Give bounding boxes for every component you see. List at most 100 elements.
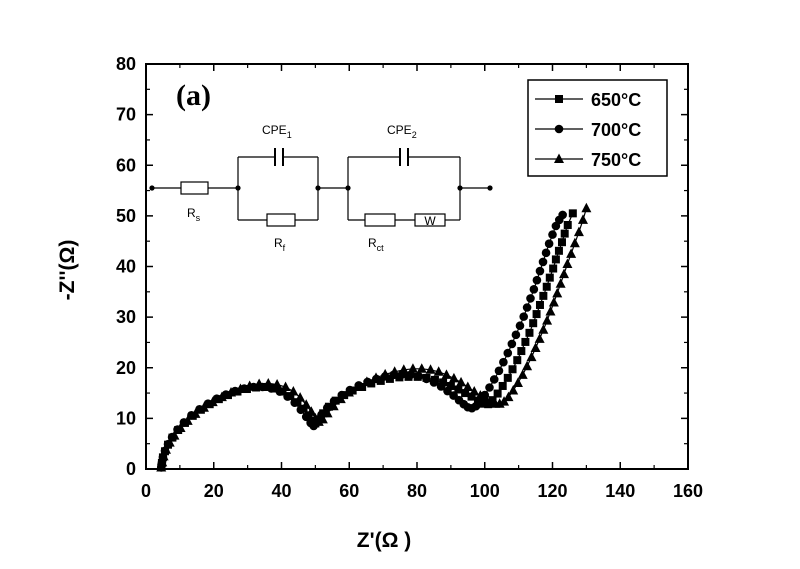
- data-point: [475, 390, 486, 400]
- legend-marker: [554, 153, 564, 163]
- data-point: [322, 407, 333, 418]
- data-point: [467, 392, 476, 401]
- circuit-label-rs: Rs: [187, 206, 201, 223]
- data-point: [548, 296, 559, 307]
- data-point: [517, 347, 526, 356]
- x-tick-label: 20: [204, 481, 224, 501]
- data-point: [164, 437, 175, 447]
- data-point: [503, 348, 513, 358]
- data-point: [542, 315, 553, 325]
- data-point: [416, 363, 427, 373]
- data-point: [198, 402, 209, 412]
- data-point: [461, 389, 470, 398]
- x-tick-label: 100: [470, 481, 500, 501]
- data-point: [538, 257, 548, 267]
- x-axis-label: Z'(Ω ): [357, 529, 411, 552]
- data-point: [371, 372, 382, 382]
- circuit-terminal-left: [149, 185, 155, 191]
- data-point: [436, 382, 446, 391]
- legend: 650°C 700°C 750°C: [527, 79, 668, 177]
- x-tick-label: 120: [537, 481, 567, 501]
- y-tick-label: 10: [116, 408, 136, 428]
- data-point: [539, 291, 548, 300]
- data-point: [235, 383, 246, 394]
- data-point: [532, 310, 541, 319]
- data-point: [522, 360, 533, 371]
- data-point: [462, 381, 473, 391]
- data-point: [429, 378, 439, 387]
- series-circle: [156, 210, 567, 472]
- x-tick-label: 140: [605, 481, 635, 501]
- data-point: [361, 376, 372, 386]
- data-point: [566, 248, 577, 258]
- data-point: [549, 264, 558, 273]
- legend-label: 650°C: [591, 90, 641, 110]
- data-point: [190, 408, 201, 418]
- data-point: [517, 369, 528, 379]
- data-point: [443, 386, 452, 396]
- data-point: [548, 230, 557, 239]
- data-point: [272, 378, 283, 389]
- data-point: [317, 413, 328, 424]
- data-point: [216, 391, 227, 402]
- data-point: [441, 369, 452, 379]
- data-point: [529, 319, 538, 328]
- legend-marker: [555, 95, 563, 103]
- circuit-label-rf: Rf: [274, 236, 286, 253]
- data-point: [306, 406, 317, 416]
- y-tick-label: 60: [116, 155, 136, 175]
- data-point: [407, 363, 418, 373]
- data-point: [519, 312, 529, 321]
- axis-ticks: [145, 63, 689, 470]
- series-triangle: [156, 202, 592, 472]
- data-point: [545, 306, 556, 316]
- circuit-resistor-rf: [266, 213, 296, 227]
- data-point: [288, 386, 299, 396]
- data-point: [503, 373, 512, 382]
- data-point: [569, 237, 580, 248]
- data-point: [557, 238, 566, 247]
- equivalent-circuit-inset: [149, 148, 493, 227]
- circuit-label-w: W: [424, 214, 436, 228]
- data-point: [328, 400, 339, 411]
- data-point: [425, 364, 436, 374]
- y-tick-label: 40: [116, 257, 136, 277]
- data-point: [568, 209, 577, 218]
- data-point: [226, 387, 237, 397]
- y-tick-label: 20: [116, 358, 136, 378]
- data-point: [398, 364, 409, 374]
- data-point: [454, 385, 463, 394]
- data-point: [511, 330, 521, 340]
- data-point: [512, 377, 523, 387]
- data-point: [254, 378, 265, 388]
- data-point: [263, 377, 274, 388]
- data-point: [157, 456, 168, 467]
- data-point: [560, 229, 569, 238]
- data-point: [175, 422, 186, 432]
- y-tick-label: 80: [116, 54, 136, 74]
- data-point: [529, 284, 539, 294]
- data-point: [313, 416, 324, 426]
- data-point: [489, 375, 499, 384]
- data-point: [534, 333, 545, 343]
- data-point: [545, 273, 554, 282]
- data-point: [544, 239, 554, 249]
- data-point: [581, 202, 592, 213]
- data-point: [503, 391, 514, 402]
- data-point: [513, 356, 522, 365]
- legend-entry: 750°C: [535, 150, 641, 170]
- legend-box: [527, 79, 668, 177]
- legend-marker: [554, 124, 564, 134]
- data-point: [559, 268, 570, 279]
- legend-label: 700°C: [591, 120, 641, 140]
- data-point: [439, 378, 448, 387]
- data-point: [554, 246, 563, 255]
- data-point: [156, 461, 167, 472]
- data-point: [526, 351, 537, 362]
- panel-label: (a): [176, 79, 211, 112]
- circuit-labels: Rs CPE1 Rf CPE2 Rct W: [187, 123, 436, 253]
- data-point: [521, 337, 530, 346]
- circuit-label-cpe1: CPE1: [262, 123, 292, 140]
